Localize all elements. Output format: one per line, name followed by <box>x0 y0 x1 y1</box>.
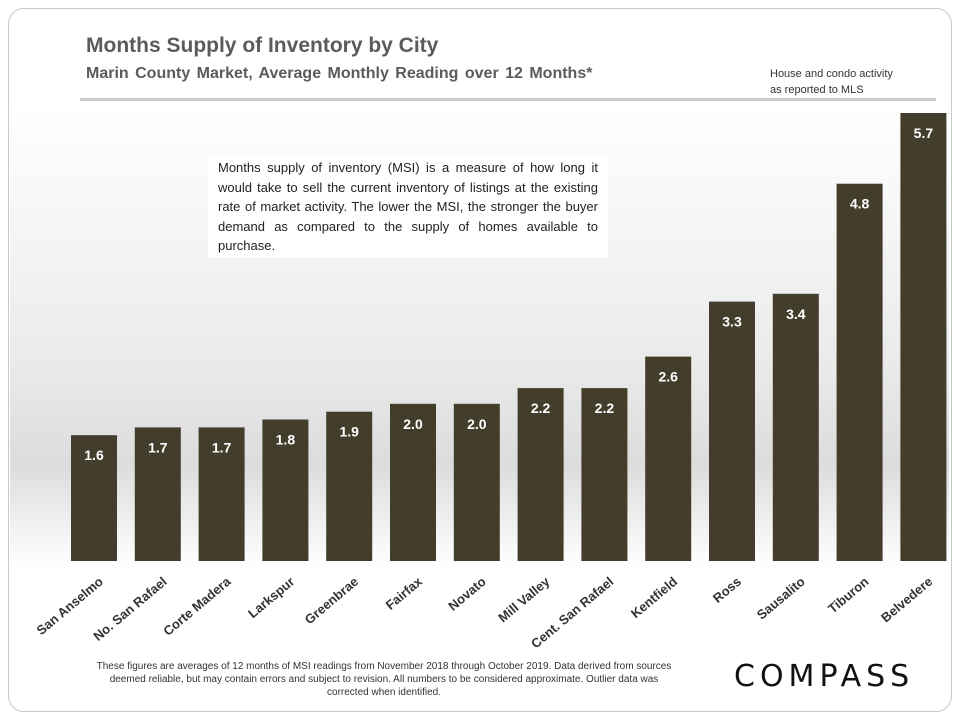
bar-belvedere <box>900 113 947 561</box>
compass-logo: COMPASS <box>734 659 915 694</box>
data-label: 1.8 <box>276 432 296 448</box>
category-label: Sausalito <box>754 574 808 623</box>
source-note: House and condo activity as reported to … <box>770 66 893 98</box>
chart-title: Months Supply of Inventory by City <box>86 34 439 57</box>
data-label: 1.6 <box>84 447 104 463</box>
data-label: 2.2 <box>531 400 551 416</box>
data-label: 3.3 <box>722 314 742 330</box>
bar-no-san-rafael <box>134 427 181 561</box>
data-label: 5.7 <box>914 125 934 141</box>
bar-greenbrae <box>326 411 373 561</box>
category-label: Ross <box>710 574 744 606</box>
bar-sausalito <box>772 293 819 561</box>
data-label: 4.8 <box>850 196 870 212</box>
source-note-line1: House and condo activity <box>770 68 893 80</box>
category-label: Novato <box>445 574 488 614</box>
category-label: Larkspur <box>245 574 297 621</box>
footnote: These figures are averages of 12 months … <box>96 661 672 698</box>
source-note-line2: as reported to MLS <box>770 84 864 96</box>
category-label: Corte Madera <box>160 573 234 638</box>
bar-corte-madera <box>198 427 245 561</box>
msi-definition-box: Months supply of inventory (MSI) is a me… <box>208 154 608 258</box>
title-divider <box>80 98 936 101</box>
bar-kentfield <box>645 356 692 561</box>
category-label: Fairfax <box>383 573 426 612</box>
bar-larkspur <box>262 419 309 561</box>
bar-novato <box>453 403 500 561</box>
category-label: Tiburon <box>825 574 872 616</box>
data-label: 2.0 <box>403 416 423 432</box>
chart-subtitle: Marin County Market, Average Monthly Rea… <box>86 65 593 82</box>
bar-ross <box>709 301 755 561</box>
data-label: 2.6 <box>658 369 678 385</box>
category-label: Mill Valley <box>495 573 553 625</box>
bar-tiburon <box>836 183 883 561</box>
bar-mill-valley <box>517 388 564 561</box>
bar-fairfax <box>390 403 436 561</box>
data-label: 1.7 <box>148 439 168 455</box>
category-label: Greenbrae <box>302 574 361 627</box>
bar-san-anselmo <box>71 435 117 561</box>
data-label: 2.2 <box>595 400 615 416</box>
data-label: 1.7 <box>212 439 232 455</box>
data-label: 2.0 <box>467 416 487 432</box>
data-label: 1.9 <box>339 424 359 440</box>
category-label: Kentfield <box>628 574 680 621</box>
data-label: 3.4 <box>786 306 806 322</box>
bar-cent-san-rafael <box>581 388 628 561</box>
category-label: Belvedere <box>878 574 935 625</box>
